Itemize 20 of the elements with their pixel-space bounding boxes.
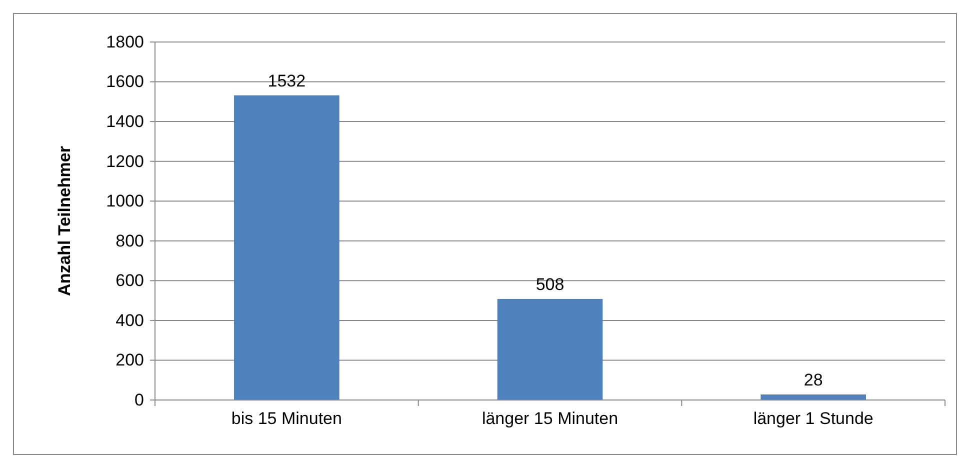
- y-tick-label: 400: [116, 310, 144, 330]
- y-tick-label: 800: [116, 231, 144, 250]
- x-tick-label: länger 1 Stunde: [753, 409, 874, 428]
- y-tick-label: 1000: [106, 192, 144, 211]
- y-tick-label: 1800: [106, 32, 144, 52]
- y-tick-label: 1600: [106, 72, 144, 92]
- bar: [760, 394, 866, 400]
- y-tick-label: 200: [116, 350, 144, 370]
- data-label: 508: [536, 274, 564, 294]
- data-label: 1532: [268, 71, 306, 90]
- y-tick-label: 600: [116, 271, 144, 290]
- bar: [497, 298, 603, 400]
- y-tick-label: 1200: [106, 152, 144, 171]
- y-axis-title: Anzahl Teilnehmer: [55, 146, 74, 296]
- data-label: 28: [804, 370, 823, 390]
- bar: [234, 95, 340, 400]
- y-tick-label: 1400: [106, 112, 144, 131]
- y-tick-label: 0: [134, 390, 144, 410]
- x-tick-label: bis 15 Minuten: [231, 409, 342, 428]
- x-tick-label: länger 15 Minuten: [482, 409, 618, 428]
